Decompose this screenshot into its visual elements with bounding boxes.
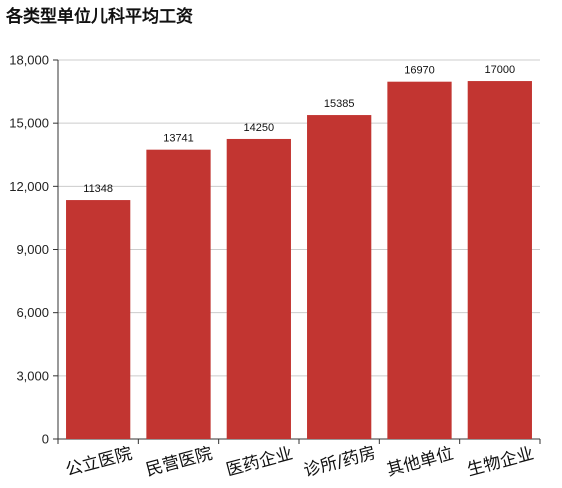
data-label: 11348: [83, 183, 113, 195]
y-tick-label: 15,000: [9, 116, 49, 131]
x-tick-label: 民营医院: [144, 444, 215, 481]
x-tick-label: 其他单位: [385, 444, 456, 481]
bar: [146, 149, 211, 440]
x-tick-label: 生物企业: [465, 444, 536, 481]
y-tick-label: 9,000: [16, 242, 49, 257]
bar: [387, 81, 452, 439]
x-tick-label: 诊所/药房: [302, 443, 378, 481]
y-tick-label: 0: [42, 432, 49, 447]
bar: [66, 200, 131, 439]
data-label: 13741: [163, 133, 194, 145]
data-label: 17000: [485, 64, 516, 76]
bar: [307, 115, 372, 440]
data-label: 14250: [244, 122, 275, 134]
data-label: 16970: [404, 65, 435, 77]
y-tick-label: 12,000: [9, 179, 49, 194]
x-tick-label: 公立医院: [63, 444, 134, 481]
y-tick-label: 3,000: [16, 368, 49, 383]
bar: [467, 81, 532, 440]
chart-title: 各类型单位儿科平均工资: [6, 7, 193, 27]
x-tick-label: 医药企业: [224, 444, 295, 481]
data-label: 15385: [324, 98, 355, 110]
bar: [226, 138, 291, 440]
y-tick-label: 6,000: [16, 305, 49, 320]
y-tick-label: 18,000: [9, 53, 49, 68]
